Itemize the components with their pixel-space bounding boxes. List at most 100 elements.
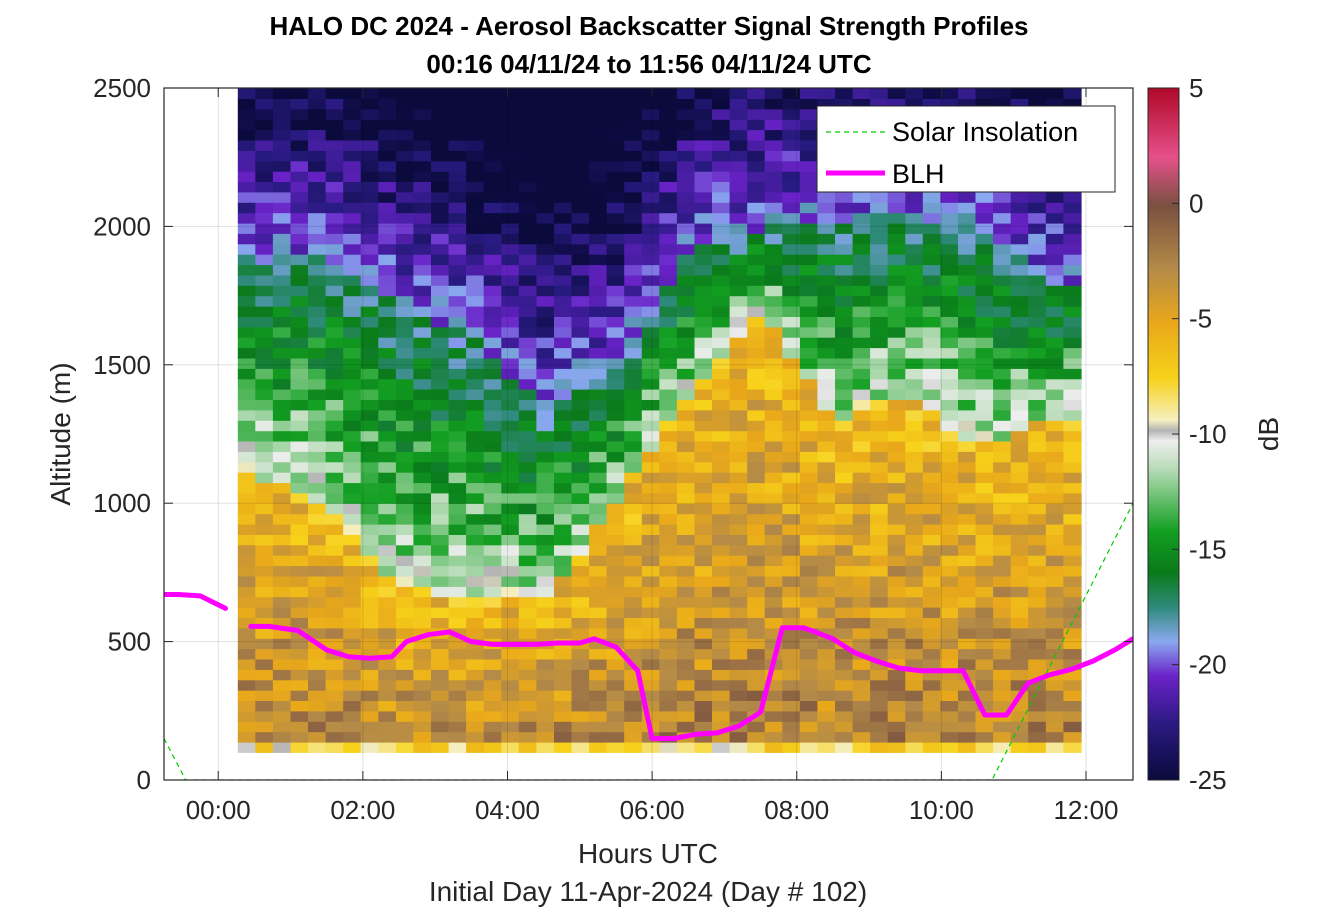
heatmap-cell [308, 451, 327, 463]
heatmap-cell [272, 378, 292, 390]
heatmap-cell [413, 171, 432, 182]
heatmap-cell [835, 741, 854, 753]
heatmap-cell [536, 627, 555, 639]
heatmap-cell [255, 274, 274, 286]
heatmap-cell [1045, 347, 1064, 359]
heatmap-cell [993, 295, 1012, 307]
heatmap-cell [483, 503, 502, 515]
heatmap-cell [835, 295, 854, 307]
heatmap-cell [922, 638, 941, 650]
heatmap-cell [764, 399, 783, 411]
heatmap-cell [255, 669, 274, 681]
heatmap-cell [1010, 243, 1029, 255]
heatmap-cell [659, 679, 678, 691]
heatmap-cell [360, 638, 379, 650]
heatmap-cell [378, 607, 397, 618]
heatmap-cell [835, 690, 854, 701]
heatmap-cell [483, 461, 502, 473]
heatmap-cell [554, 741, 573, 753]
heatmap-cell [905, 409, 924, 421]
heatmap-cell [536, 160, 555, 172]
heatmap-cell [782, 648, 801, 660]
heatmap-cell [905, 638, 924, 650]
heatmap-cell [536, 607, 555, 618]
heatmap-cell [395, 88, 415, 99]
heatmap-cell [887, 440, 906, 452]
heatmap-cell [1045, 565, 1064, 577]
heatmap-cell [712, 565, 731, 577]
heatmap-cell [975, 378, 994, 390]
heatmap-cell [676, 503, 696, 515]
heatmap-cell [343, 482, 362, 494]
heatmap-cell [308, 658, 327, 670]
heatmap-cell [255, 222, 274, 234]
heatmap-cell [1010, 378, 1029, 390]
heatmap-cell [870, 544, 889, 556]
heatmap-cell [554, 607, 573, 618]
heatmap-cell [343, 503, 362, 515]
heatmap-cell [448, 555, 467, 567]
heatmap-cell [395, 741, 415, 753]
heatmap-cell [852, 285, 871, 297]
heatmap-cell [1045, 482, 1064, 494]
heatmap-cell [729, 202, 748, 214]
heatmap-cell [290, 191, 309, 203]
heatmap-cell [325, 420, 344, 432]
heatmap-cell [571, 357, 590, 369]
heatmap-cell [395, 679, 415, 691]
heatmap-cell [676, 596, 696, 608]
heatmap-cell [343, 596, 362, 608]
heatmap-cell [466, 648, 485, 660]
heatmap-cell [290, 544, 309, 556]
heatmap-cell [940, 399, 959, 411]
heatmap-cell [729, 150, 748, 162]
heatmap-cell [799, 534, 819, 546]
heatmap-cell [290, 347, 309, 359]
heatmap-cell [887, 409, 906, 421]
heatmap-cell [729, 254, 748, 266]
heatmap-cell [1063, 389, 1082, 400]
heatmap-cell [817, 575, 836, 587]
heatmap-cell [852, 534, 871, 546]
heatmap-cell [343, 150, 362, 162]
heatmap-cell [624, 420, 643, 432]
heatmap-cell [501, 274, 520, 286]
heatmap-cell [887, 430, 906, 442]
heatmap-cell [782, 669, 801, 681]
heatmap-cell [905, 191, 924, 203]
heatmap-cell [782, 98, 801, 110]
heatmap-cell [255, 596, 274, 608]
heatmap-cell [1045, 420, 1064, 432]
heatmap-cell [606, 596, 625, 608]
heatmap-cell [870, 451, 889, 463]
heatmap-cell [518, 658, 537, 670]
heatmap-cell [343, 721, 362, 733]
heatmap-cell [817, 451, 836, 463]
heatmap-cell [571, 596, 590, 608]
heatmap-cell [764, 669, 783, 681]
heatmap-cell [958, 409, 977, 421]
heatmap-cell [817, 430, 836, 442]
heatmap-cell [237, 306, 256, 317]
heatmap-cell [905, 274, 924, 286]
heatmap-cell [606, 482, 625, 494]
heatmap-cell [887, 596, 906, 608]
heatmap-cell [870, 492, 889, 504]
heatmap-cell [887, 627, 906, 639]
heatmap-cell [905, 233, 924, 245]
heatmap-cell [483, 202, 502, 214]
heatmap-cell [887, 658, 906, 670]
heatmap-cell [782, 378, 801, 390]
heatmap-cell [922, 534, 941, 546]
heatmap-cell [659, 627, 678, 639]
heatmap-cell [1045, 534, 1064, 546]
colorbar-tick-label: -25 [1189, 765, 1227, 795]
heatmap-cell [518, 524, 537, 535]
heatmap-cell [343, 337, 362, 349]
heatmap-cell [237, 565, 256, 577]
heatmap-cell [993, 316, 1012, 328]
heatmap-cell [325, 264, 344, 276]
heatmap-cell [624, 472, 643, 484]
heatmap-cell [905, 690, 924, 701]
heatmap-cell [1028, 627, 1047, 639]
